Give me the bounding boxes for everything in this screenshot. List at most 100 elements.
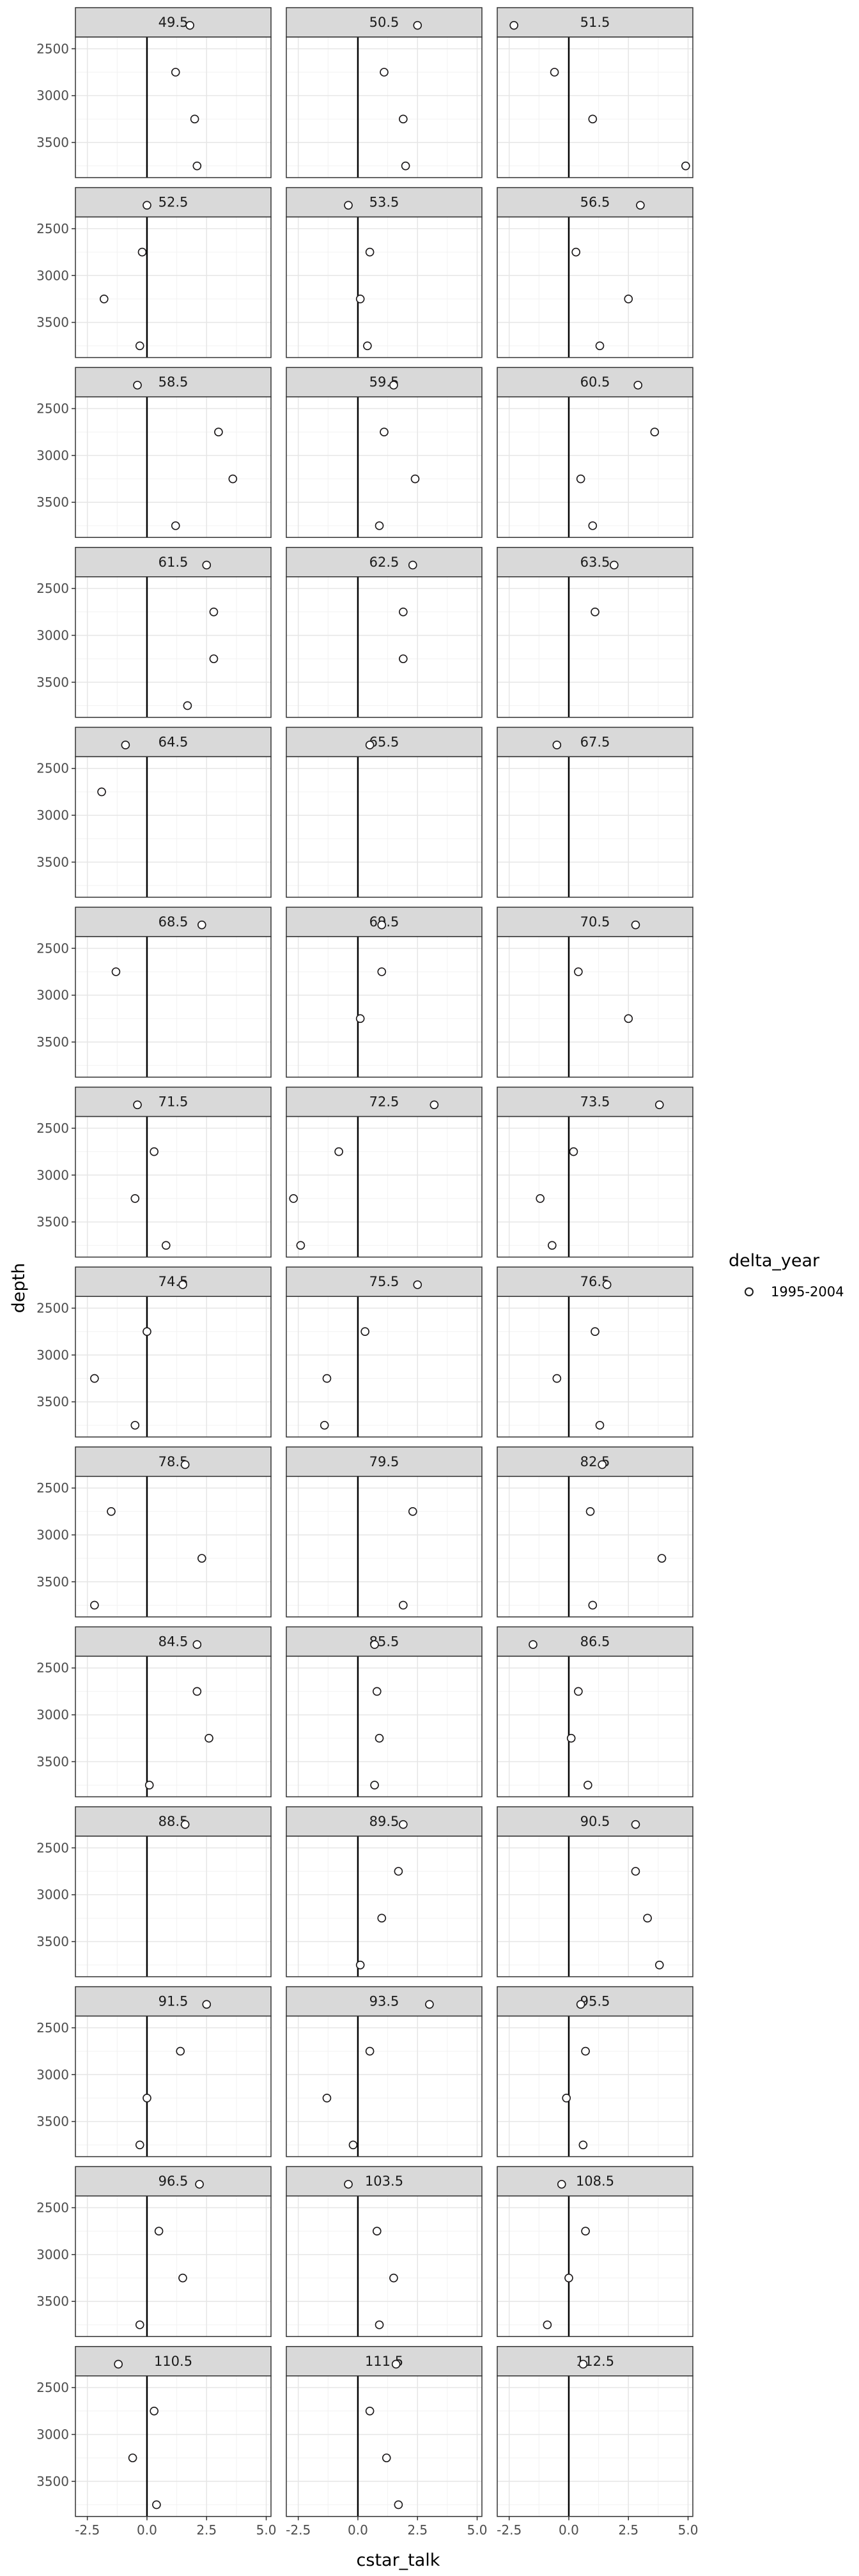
panel-background [497,756,693,898]
panel-border [497,2195,693,2337]
panel-border [497,36,693,178]
y-tick-label: 2500 [36,401,69,417]
facet-strip [75,367,272,397]
facet-panel: 93.5 [286,1986,483,2158]
data-point-outline [375,1733,384,1743]
data-point-outline [380,427,389,437]
panel-background [75,1296,271,1438]
data-point-outline [133,1100,142,1110]
panel-background [286,397,482,538]
y-tick-label: 3000 [36,1527,69,1542]
data-point-outline [430,1100,439,1110]
facet-strip [286,1446,483,1477]
facet-panel: 71.5 [75,1086,272,1258]
facet-strip-label: 103.5 [365,2174,403,2189]
data-point-outline [365,740,375,749]
panel-background [75,1476,271,1617]
x-axis: -2.5 0.0 2.5 5.0 -2.5 0.0 2.5 5.0 -2.5 0.0 2.5 5.0 [75,2516,698,2538]
data-point-outline [171,521,180,530]
data-point-outline [344,2180,353,2189]
y-tick-label: 3000 [36,1707,69,1722]
panel-border [286,1116,483,1258]
panel-background [286,756,482,898]
facet-strip [497,2346,693,2377]
data-point-outline [564,2273,573,2283]
panel-border [497,1296,693,1438]
y-tick-label: 3000 [36,1167,69,1183]
data-point-outline [408,560,417,570]
data-point-outline [509,20,518,30]
y-tick-label: 2500 [36,221,69,236]
data-point-outline [569,1147,578,1156]
facet-panel: 68.5 [75,907,272,1078]
data-point-outline [228,474,238,484]
data-point-outline [355,1960,365,1970]
panel-border [286,2195,483,2337]
facet-panel: 72.5 [286,1086,483,1258]
x-tick-label: 0.0 [348,2522,368,2538]
facet-strip [497,7,693,38]
data-point-outline [584,1781,592,1790]
x-tick-label: 2.5 [407,2522,428,2538]
panel-background [497,1836,693,1977]
panel-border [75,2195,272,2337]
y-axis: 2500 3000 3500 2500 3000 3500 2500 3000 3500 2500… [36,41,75,2489]
facet-strip-label: 58.5 [159,374,189,390]
y-tick-label: 3000 [36,2067,69,2082]
data-point-outline [576,474,585,484]
data-point-outline [197,1554,206,1563]
facet-strip-label: 95.5 [580,1994,610,2009]
facet-strip [75,1446,272,1477]
panel-background [75,37,271,178]
facet-strip [497,907,693,937]
facet-panel: 88.5 [75,1806,272,1977]
facet-strip [75,547,272,578]
panel-border [75,2015,272,2158]
facet-strip-label: 84.5 [159,1634,189,1649]
facet-strip [497,726,693,758]
facet-strip-label: 52.5 [159,195,189,210]
data-point-outline [585,1507,595,1516]
data-point-outline [410,474,420,484]
y-tick-label: 2500 [36,1301,69,1316]
data-point-outline [399,114,408,124]
facet-panel: 59.5 [286,367,483,538]
panel-background [286,2016,482,2157]
panel-border [75,1655,272,1798]
data-point-outline [192,1687,202,1696]
data-point-outline [377,967,387,976]
facet-strip-label: 91.5 [159,1994,189,2009]
facet-panel: 56.5 [497,187,693,358]
y-tick-label: 2500 [36,581,69,596]
facet-panel: 96.5 [75,2166,272,2337]
y-tick-label: 3500 [36,1754,69,1769]
data-point-outline [373,1687,382,1696]
panel-border [75,576,272,718]
panel-background [497,937,693,1077]
data-point-outline [413,1280,422,1289]
panel-border [75,1116,272,1258]
data-point-outline [192,161,202,171]
panel-border [497,1655,693,1798]
panel-background [286,1476,482,1617]
facet-strip [497,1446,693,1477]
facet-panel: 69.5 [286,907,483,1078]
facet-panel: 70.5 [497,907,693,1078]
y-tick-label: 3000 [36,2426,69,2442]
data-point-outline [370,1640,379,1649]
y-tick-label: 3500 [36,494,69,510]
facet-grid: 49.5 50.5 51.5 52.5 53.5 56.5 58.5 59.5 60.5 61.5… [75,7,693,2517]
data-point-outline [90,1600,99,1610]
facet-panel: 67.5 [497,726,693,898]
data-point-outline [322,1374,332,1383]
data-point-outline [373,2227,382,2235]
panel-border [286,1836,483,1977]
legend-title: delta_year [729,1251,820,1271]
facet-strip-label: 71.5 [159,1094,189,1110]
panel-background [497,397,693,538]
panel-background [286,1836,482,1977]
y-tick-label: 3000 [36,2247,69,2262]
panel-background [75,1116,271,1257]
x-tick-label: 5.0 [467,2522,488,2538]
panel-border [497,2015,693,2158]
